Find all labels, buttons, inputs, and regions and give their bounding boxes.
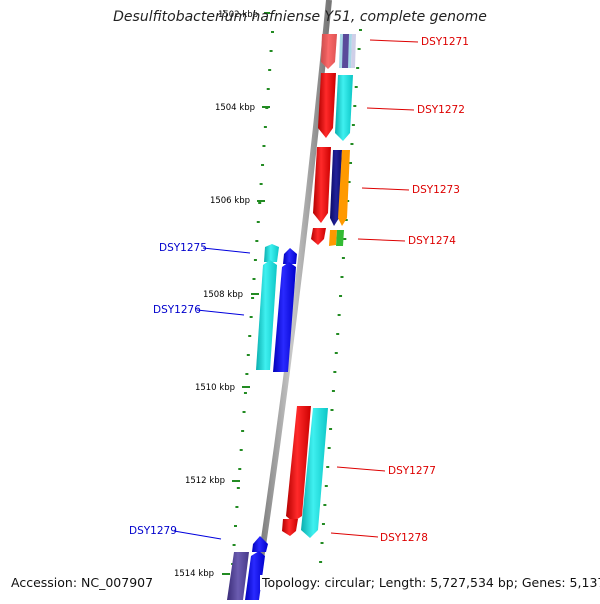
scale-tick-label: 1508 kbp: [203, 290, 243, 300]
scale-tick-label: 1502 kbp: [218, 10, 258, 20]
gene-label[interactable]: DSY1278: [380, 532, 428, 544]
topology-label: Topology: circular; Length: 5,727,534 bp…: [260, 575, 600, 590]
plus-strand-genes: [282, 34, 356, 538]
scale-tick: 1502 kbp: [218, 10, 270, 20]
gene-DSY1274[interactable]: [311, 228, 344, 246]
gene-label[interactable]: DSY1279: [129, 525, 177, 537]
accession-label: Accession: NC_007907: [9, 575, 156, 590]
label-leaders: [173, 39, 419, 540]
scale-tick: 1504 kbp: [215, 103, 270, 113]
scale-tick: 1510 kbp: [195, 383, 250, 393]
scale-tick-label: 1512 kbp: [185, 476, 225, 486]
scale-ticks: 1502 kbp 1504 kbp 1506 kbp 1508 kbp 1510…: [174, 10, 270, 579]
scale-tick: 1512 kbp: [185, 476, 240, 486]
gene-label[interactable]: DSY1274: [408, 235, 456, 247]
gene-DSY1276[interactable]: [256, 260, 296, 372]
gene-label[interactable]: DSY1271: [421, 36, 469, 48]
gene-DSY1273[interactable]: [313, 147, 350, 226]
scale-tick-label: 1506 kbp: [210, 196, 250, 206]
gene-DSY1277[interactable]: [282, 406, 311, 536]
gene-label[interactable]: DSY1277: [388, 465, 436, 477]
gene-DSY1275[interactable]: [264, 244, 297, 264]
scale-tick-label: 1510 kbp: [195, 383, 235, 393]
gene-labels: DSY1271 DSY1272 DSY1273 DSY1274 DSY1275 …: [129, 36, 469, 544]
scale-tick: 1514 kbp: [174, 569, 230, 579]
scale-tick: 1506 kbp: [210, 196, 265, 206]
scale-tick: 1508 kbp: [203, 290, 259, 300]
gene-DSY1278[interactable]: [301, 408, 328, 538]
scale-tick-label: 1514 kbp: [174, 569, 214, 579]
gene-DSY1272[interactable]: [318, 73, 353, 141]
gene-label[interactable]: DSY1272: [417, 104, 465, 116]
gene-DSY1271[interactable]: [321, 34, 356, 69]
map-title: Desulfitobacterium hafniense Y51, comple…: [113, 9, 487, 25]
gene-label[interactable]: DSY1273: [412, 184, 460, 196]
scale-tick-label: 1504 kbp: [215, 103, 255, 113]
gene-label[interactable]: DSY1275: [159, 242, 207, 254]
right-dotted-track: [317, 29, 362, 582]
minus-strand-genes: [227, 244, 297, 600]
gene-label[interactable]: DSY1276: [153, 304, 201, 316]
